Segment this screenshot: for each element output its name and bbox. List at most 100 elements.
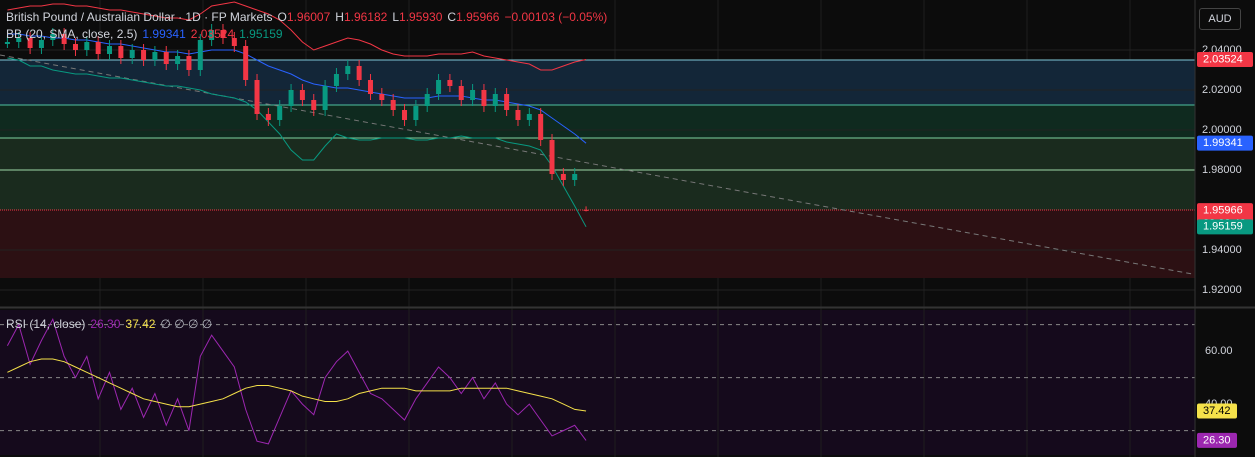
rsi-label: 26.30 xyxy=(1203,434,1231,446)
bb-basis: 1.99341 xyxy=(142,27,186,41)
candle-body xyxy=(333,74,339,86)
price-label-box xyxy=(1197,219,1253,235)
trend-line xyxy=(0,54,1226,281)
c-label: C xyxy=(447,10,457,24)
candle-body xyxy=(141,50,147,60)
candle-body xyxy=(231,38,237,46)
candle-body xyxy=(515,110,521,120)
candle-body xyxy=(220,30,226,38)
bb-upper xyxy=(7,1,587,71)
candle-body xyxy=(526,114,532,120)
rsi-ma: 37.42 xyxy=(125,317,156,331)
candle-body xyxy=(538,114,544,140)
candle-body xyxy=(560,174,566,180)
candle-body xyxy=(367,80,373,94)
candle-body xyxy=(4,42,10,44)
price-label: 1.99341 xyxy=(1203,137,1243,149)
y-tick-label: 1.94000 xyxy=(1202,244,1242,256)
candle-body xyxy=(16,38,22,42)
candle-body xyxy=(288,90,294,106)
candle-body xyxy=(197,40,203,70)
candle-body xyxy=(277,106,283,120)
candle-body xyxy=(61,34,67,44)
rsi-legend[interactable]: RSI (14, close) 26.30 37.42 ∅ ∅ ∅ ∅ xyxy=(6,317,212,331)
candle-body xyxy=(265,114,271,120)
candle-body xyxy=(299,90,305,100)
candle-body xyxy=(390,100,396,110)
candle-body xyxy=(72,44,78,50)
candle-body xyxy=(458,86,464,100)
candle-body xyxy=(424,94,430,106)
price-label-box xyxy=(1197,52,1253,68)
symbol-legend[interactable]: British Pound / Australian Dollar · 1D ·… xyxy=(6,10,607,24)
bb-lower: 1.95159 xyxy=(239,27,283,41)
candle-body xyxy=(402,110,408,120)
change: −0.00103 (−0.05%) xyxy=(504,10,608,24)
candle-body xyxy=(243,46,249,80)
candle-body xyxy=(118,46,124,58)
currency-button[interactable]: AUD xyxy=(1199,8,1241,30)
h-label: H xyxy=(335,10,344,24)
zone xyxy=(0,105,1195,138)
close: 1.95966 xyxy=(456,10,500,24)
l-label: L xyxy=(392,10,400,24)
bb-lower xyxy=(7,57,587,228)
candle-body xyxy=(163,52,169,64)
price-label: 2.03524 xyxy=(1203,53,1243,65)
rsi-background xyxy=(0,310,1195,455)
y-tick-label: 2.02000 xyxy=(1202,84,1242,96)
candle-body xyxy=(152,52,158,60)
bb-basis xyxy=(7,33,587,144)
rsi-title[interactable]: RSI (14, close) xyxy=(6,317,86,331)
candle-body xyxy=(322,86,328,110)
candle-body xyxy=(209,30,215,40)
high: 1.96182 xyxy=(343,10,388,24)
rsi-rest: ∅ ∅ ∅ ∅ xyxy=(160,317,213,331)
candle-body xyxy=(27,38,33,48)
y-tick-label: 1.98000 xyxy=(1202,164,1242,176)
candle-body xyxy=(481,90,487,106)
candle-body xyxy=(436,80,442,94)
candle-body xyxy=(254,80,260,114)
price-label: 1.95159 xyxy=(1203,221,1243,233)
bb-upper: 2.03524 xyxy=(190,27,235,41)
rsi-tick-label: 60.00 xyxy=(1205,345,1233,357)
candle-body xyxy=(572,174,578,180)
candle-body xyxy=(504,94,510,110)
open: 1.96007 xyxy=(286,10,331,24)
bb-title[interactable]: BB (20, SMA, close, 2.5) xyxy=(6,27,138,41)
candle-body xyxy=(129,50,135,58)
candle-body xyxy=(549,140,555,174)
y-tick-label: 2.00000 xyxy=(1202,124,1242,136)
candle-body xyxy=(413,106,419,120)
rsi-label-box xyxy=(1197,432,1237,448)
rsi-label: 37.42 xyxy=(1203,405,1231,417)
price-label-box xyxy=(1197,135,1253,151)
candle-body xyxy=(175,56,181,64)
o-label: O xyxy=(277,10,287,24)
bb-legend[interactable]: BB (20, SMA, close, 2.5) 1.99341 2.03524… xyxy=(6,27,283,41)
zone xyxy=(0,138,1195,210)
symbol[interactable]: British Pound / Australian Dollar · 1D ·… xyxy=(6,10,273,24)
candle-body xyxy=(583,209,589,211)
candle-body xyxy=(50,34,56,40)
zone xyxy=(0,210,1195,278)
candle-body xyxy=(38,40,44,48)
candle-body xyxy=(345,66,351,74)
y-tick-label: 1.92000 xyxy=(1202,284,1242,296)
candle-body xyxy=(311,100,317,110)
price-label: 1.95966 xyxy=(1203,205,1243,217)
candle-body xyxy=(84,42,90,50)
candle-body xyxy=(356,66,362,80)
rsi-label-box xyxy=(1197,403,1237,419)
candle-body xyxy=(107,46,113,54)
candle-body xyxy=(492,94,498,106)
low: 1.95930 xyxy=(399,10,443,24)
candle-body xyxy=(379,94,385,100)
candle-body xyxy=(470,90,476,100)
zone xyxy=(0,60,1195,105)
rsi-value: 26.30 xyxy=(90,317,121,331)
candle-body xyxy=(186,56,192,70)
